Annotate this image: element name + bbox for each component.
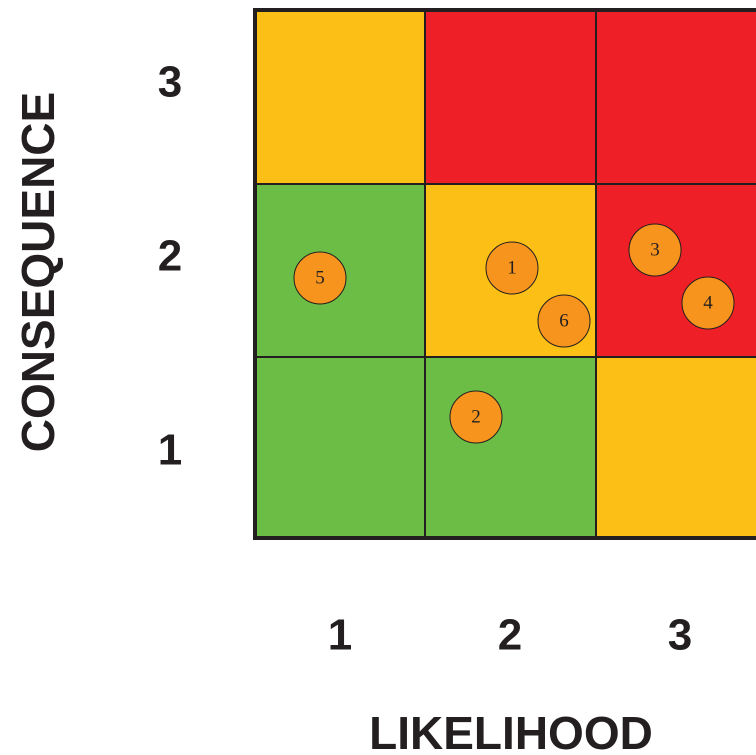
grid [253,8,756,540]
risk: 6 [537,294,591,348]
risk-label: 2 [471,407,481,428]
risk: 3 [628,223,682,277]
y-tick-label: 2 [158,232,182,281]
risk-label: 5 [315,268,325,289]
risk-label: 1 [507,258,517,279]
cell [595,9,756,185]
risk-label: 4 [703,293,713,314]
risk-marker [537,294,591,348]
cell [424,356,597,539]
risk: 4 [681,276,735,330]
risk: 2 [449,390,503,444]
grid-border [253,8,756,540]
x-tick-label: 2 [498,611,522,660]
x-tick-label: 3 [668,611,692,660]
cell [254,356,426,539]
risk-marker [293,251,347,305]
risk: 1 [485,241,539,295]
risk-marker [449,390,503,444]
y-axis-title: CONSEQUENCE [12,92,64,452]
risk-label: 3 [650,240,660,261]
risk-marker [628,223,682,277]
y-tick-label: 3 [158,58,182,107]
x-tick-label: 1 [328,611,352,660]
y-tick-label: 1 [158,426,182,475]
risk-marker [485,241,539,295]
risk-label: 6 [559,311,569,332]
x-axis-title: LIKELIHOOD [369,707,653,755]
cell [595,183,756,358]
cell [254,9,426,185]
risks: 5 1 6 3 4 2 [293,223,735,444]
cell [424,9,597,185]
cell [595,356,756,539]
risk: 5 [293,251,347,305]
risk-marker [681,276,735,330]
